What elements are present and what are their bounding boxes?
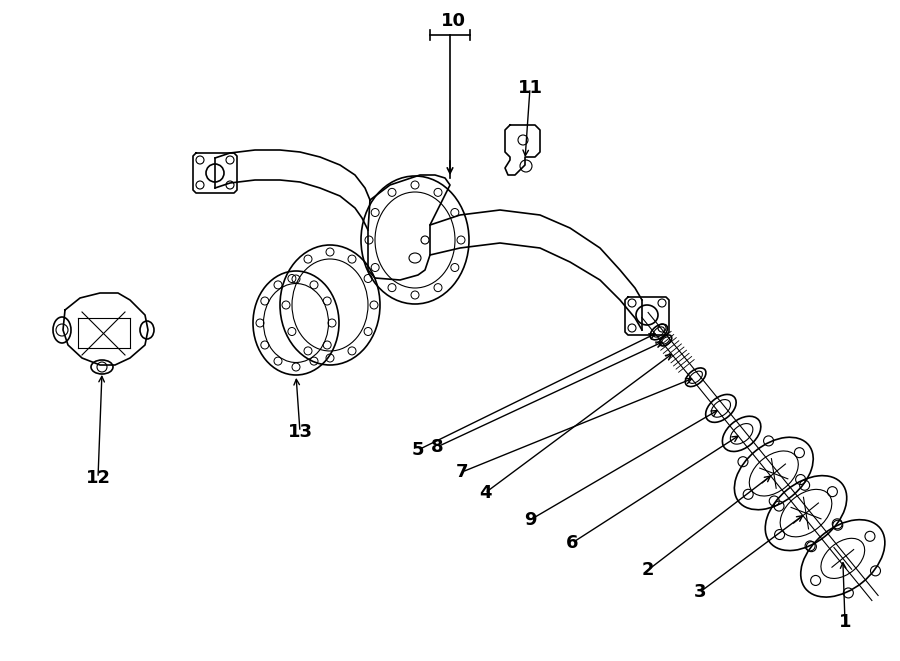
Text: 9: 9	[524, 511, 536, 529]
Text: 5: 5	[412, 441, 424, 459]
Text: 6: 6	[566, 534, 578, 552]
Text: 4: 4	[479, 484, 491, 502]
Text: 8: 8	[431, 438, 444, 456]
Text: 13: 13	[287, 423, 312, 441]
Text: 11: 11	[518, 79, 543, 97]
Text: 10: 10	[440, 12, 465, 30]
Text: 3: 3	[694, 583, 706, 601]
Text: 1: 1	[839, 613, 851, 631]
Text: 7: 7	[455, 463, 468, 481]
Text: 2: 2	[642, 561, 654, 579]
Text: 12: 12	[86, 469, 111, 487]
